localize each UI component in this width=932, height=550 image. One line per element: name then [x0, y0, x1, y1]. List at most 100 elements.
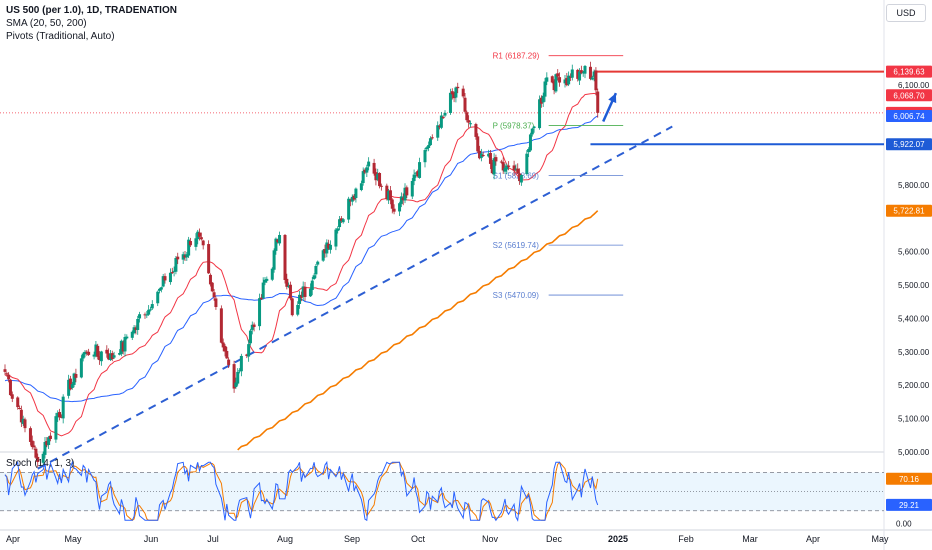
candle — [507, 165, 511, 167]
candle — [590, 77, 594, 80]
candle — [545, 77, 549, 82]
candle — [99, 351, 103, 362]
candle — [56, 412, 60, 418]
candle — [503, 167, 507, 172]
candle — [412, 174, 416, 182]
price-label-box — [886, 109, 932, 122]
candle — [350, 196, 354, 202]
candle — [259, 297, 263, 300]
candle — [450, 91, 454, 95]
candle — [594, 70, 598, 91]
candle — [541, 95, 545, 103]
candle — [32, 445, 36, 448]
candle — [236, 371, 240, 384]
candle — [288, 284, 292, 299]
candle — [379, 185, 383, 187]
candle — [501, 162, 505, 171]
pivots-legend: Pivots (Traditional, Auto) — [6, 31, 115, 42]
candle — [563, 79, 567, 84]
currency-button[interactable]: USD — [886, 4, 926, 22]
candle — [199, 237, 203, 240]
candle — [576, 69, 580, 79]
candle — [247, 344, 251, 357]
candle — [150, 304, 154, 309]
candle — [168, 272, 172, 283]
candle — [107, 353, 111, 360]
candle — [423, 150, 427, 163]
candle — [34, 448, 38, 458]
candle — [21, 418, 25, 424]
stoch-k-line — [4, 460, 599, 522]
candle — [327, 243, 331, 249]
candle — [23, 419, 27, 429]
candle — [41, 453, 45, 463]
candle — [48, 435, 52, 440]
candle — [5, 373, 9, 375]
candle — [132, 327, 136, 334]
candle — [488, 152, 492, 164]
sma-legend: SMA (20, 50, 200) — [6, 18, 87, 29]
candle — [81, 353, 85, 359]
candle — [550, 76, 554, 83]
candle — [263, 279, 267, 283]
candle — [170, 272, 174, 274]
candle — [312, 275, 316, 280]
candle — [316, 261, 320, 265]
candle — [287, 286, 291, 288]
candle — [112, 355, 116, 358]
candle — [588, 66, 592, 79]
candle — [54, 416, 58, 440]
candle — [28, 428, 32, 442]
candle — [336, 228, 340, 231]
candle — [158, 288, 162, 291]
candle — [296, 304, 300, 315]
candle — [554, 74, 558, 92]
candle — [339, 218, 343, 221]
candle — [552, 81, 556, 91]
candle — [181, 254, 185, 260]
candle — [183, 255, 187, 258]
candle — [438, 126, 442, 128]
price-label-box — [886, 138, 932, 151]
candle — [463, 97, 467, 112]
candle — [348, 200, 352, 202]
candle — [214, 298, 218, 308]
candle — [79, 358, 83, 378]
candle — [439, 115, 443, 128]
candle — [70, 384, 74, 388]
candle — [239, 355, 243, 372]
candle — [43, 441, 47, 455]
candle — [136, 319, 140, 330]
candle — [67, 379, 71, 396]
candle — [276, 239, 280, 243]
time-axis-label: Jun — [144, 534, 159, 544]
candle — [72, 373, 76, 385]
candle — [478, 150, 482, 159]
candle — [390, 199, 394, 209]
candle — [194, 238, 198, 247]
stoch-axis-tick: 0.00 — [896, 520, 912, 529]
candle — [388, 190, 392, 201]
candle — [196, 231, 200, 240]
pivot-s3-label: S3 (5470.09) — [493, 291, 540, 300]
candle — [427, 145, 431, 148]
candle — [10, 394, 14, 399]
candle — [481, 155, 485, 157]
candle — [285, 278, 289, 287]
candle — [108, 353, 112, 361]
price-axis-tick: 5,500.00 — [898, 281, 930, 290]
price-label-box — [886, 65, 932, 78]
time-axis-label: Oct — [411, 534, 426, 544]
candle — [8, 379, 12, 396]
candle — [416, 171, 420, 177]
candle — [145, 314, 149, 316]
candle — [148, 309, 152, 311]
candle — [85, 351, 89, 353]
candle — [92, 354, 96, 357]
candle — [238, 370, 242, 372]
candle — [579, 70, 583, 74]
candle — [187, 239, 191, 256]
candle — [232, 364, 236, 389]
